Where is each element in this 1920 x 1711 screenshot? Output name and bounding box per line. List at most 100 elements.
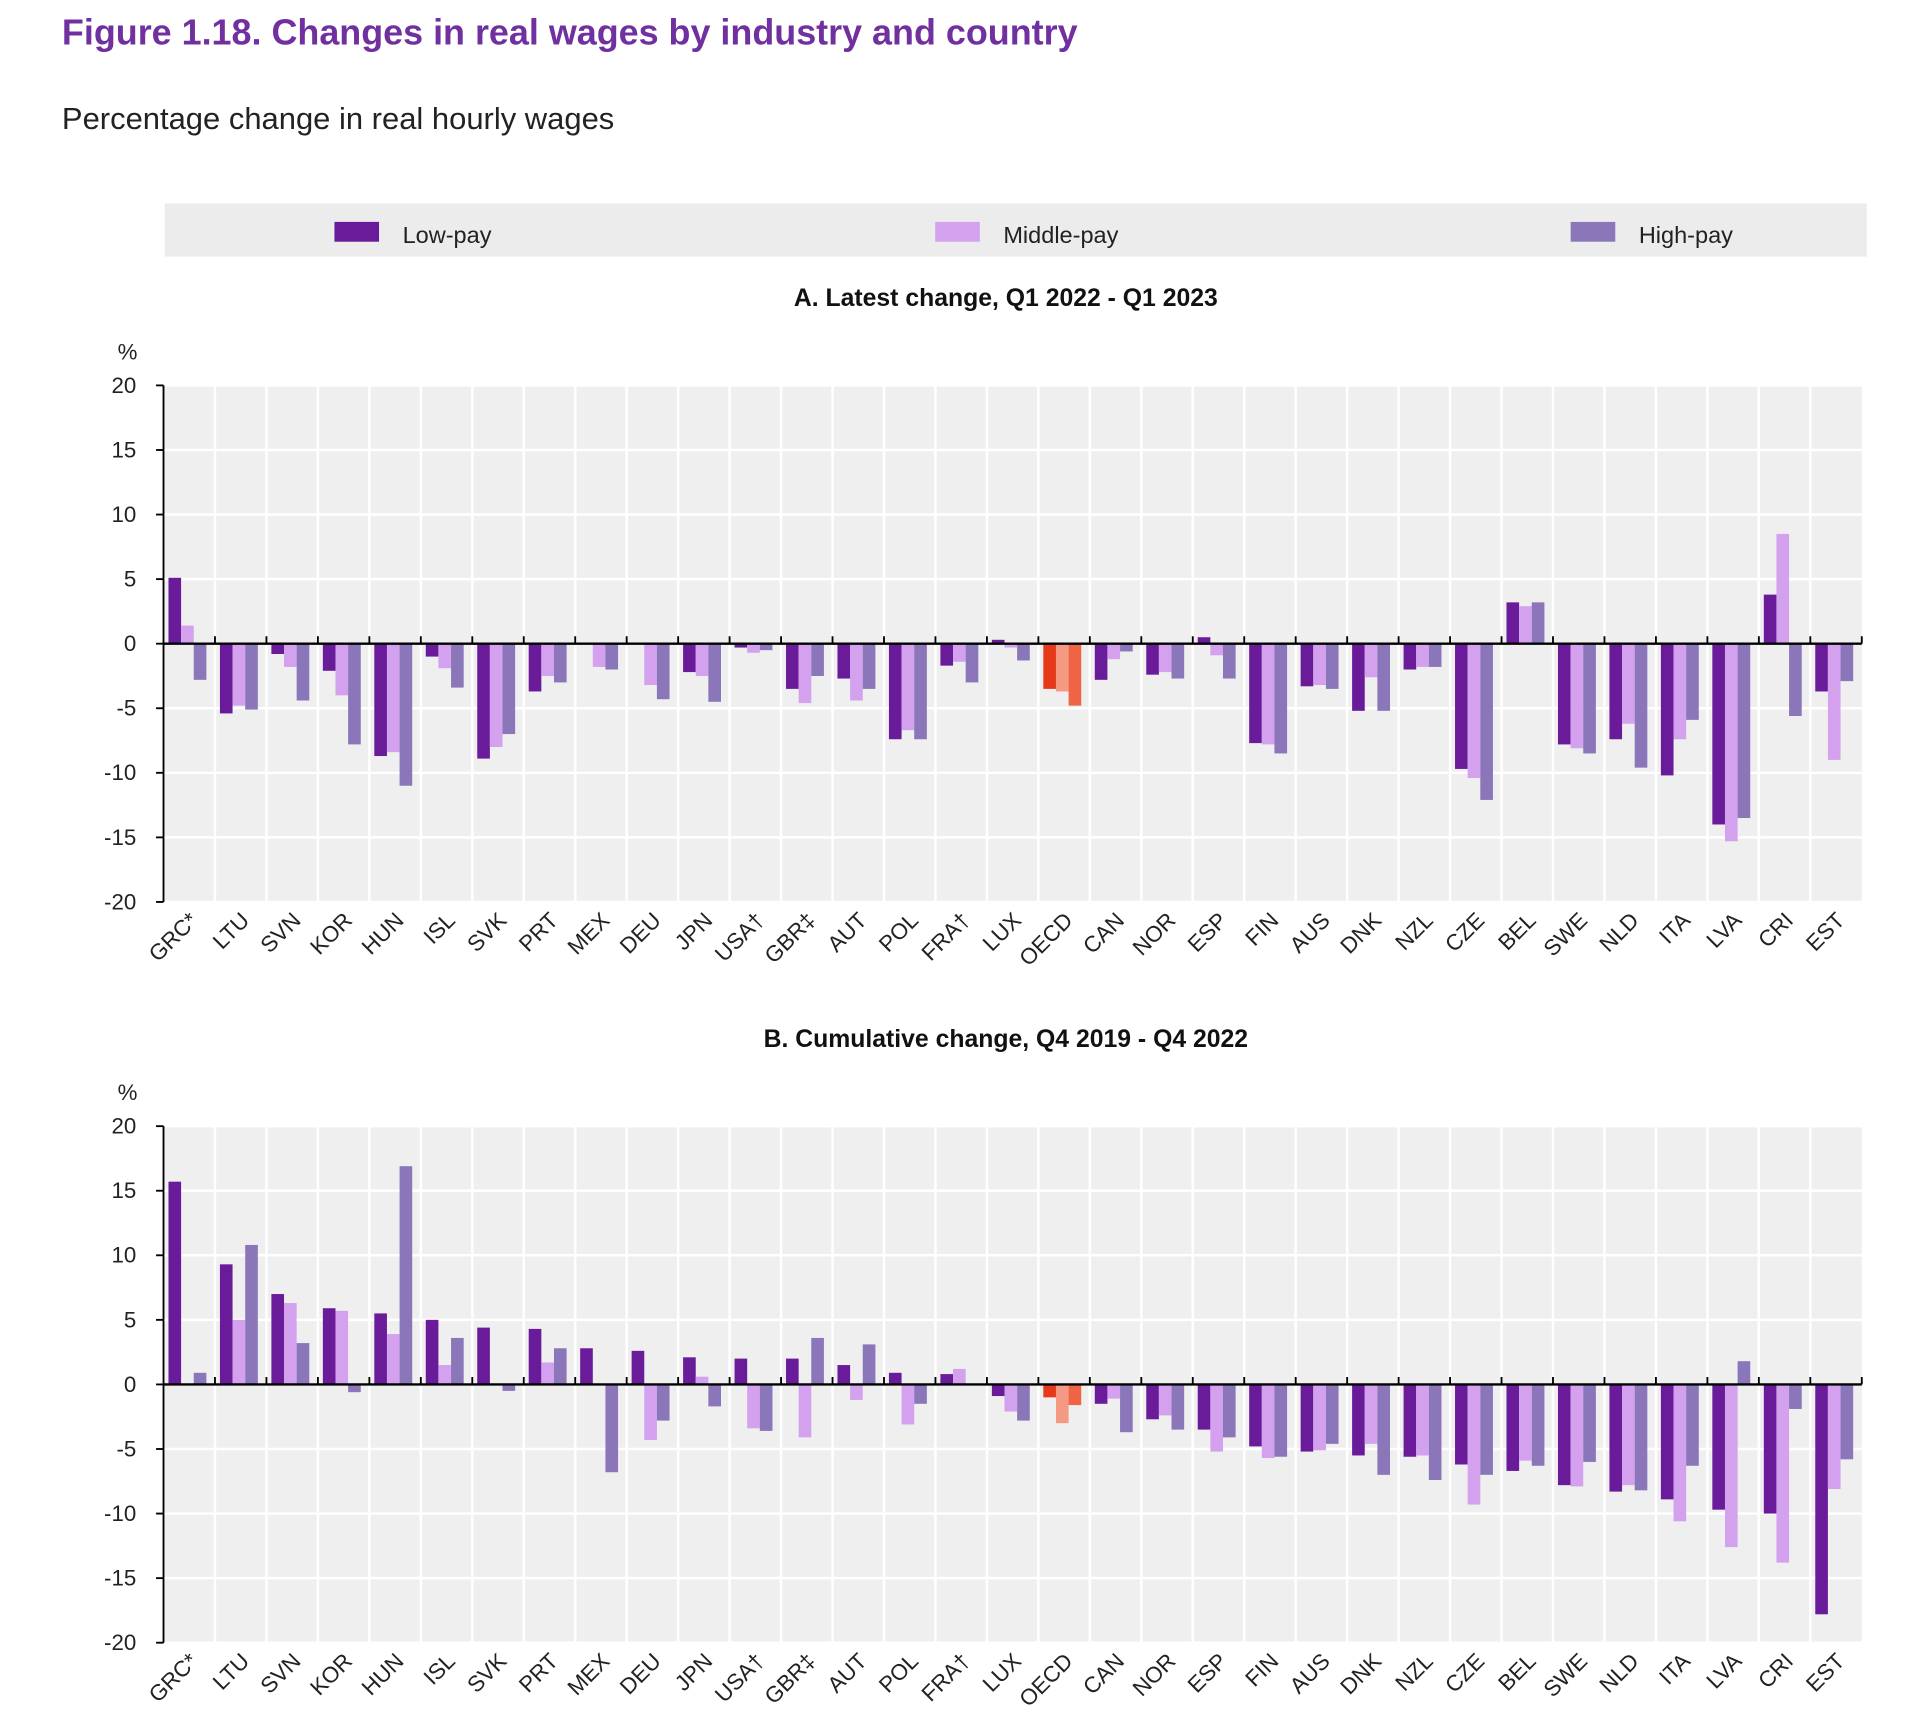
bar-middle-pay bbox=[335, 1310, 349, 1385]
x-tick-label: SWE bbox=[1539, 908, 1593, 962]
bar-high-pay bbox=[553, 1348, 567, 1385]
bar-middle-pay bbox=[592, 643, 606, 667]
bar-high-pay bbox=[708, 643, 721, 702]
y-tick-label: -5 bbox=[116, 696, 136, 721]
bar-low-pay bbox=[1557, 1384, 1571, 1486]
bar-middle-pay bbox=[284, 643, 297, 667]
bar-middle-pay bbox=[1519, 606, 1532, 644]
x-tick-label: FRA† bbox=[917, 1648, 975, 1706]
bar-high-pay bbox=[811, 643, 824, 676]
bar-low-pay bbox=[888, 643, 902, 740]
y-tick-label: 5 bbox=[124, 567, 136, 592]
bar-middle-pay bbox=[541, 1362, 554, 1385]
bar-low-pay bbox=[1506, 602, 1520, 644]
bar-low-pay bbox=[425, 643, 439, 657]
bar-low-pay bbox=[1146, 643, 1159, 675]
y-tick-label: 0 bbox=[124, 1372, 136, 1397]
panel-b: B. Cumulative change, Q4 2019 - Q4 2022%… bbox=[104, 1026, 1863, 1711]
x-tick-label: GRC* bbox=[144, 907, 203, 966]
bar-middle-pay bbox=[901, 643, 915, 731]
bar-high-pay bbox=[1840, 643, 1854, 682]
x-tick-label: DEU bbox=[615, 908, 666, 959]
figure-subtitle: Percentage change in real hourly wages bbox=[62, 101, 614, 136]
legend-label: High-pay bbox=[1639, 222, 1733, 248]
x-tick-label: CAN bbox=[1078, 1648, 1129, 1699]
bar-low-pay bbox=[683, 643, 696, 673]
bar-middle-pay bbox=[1519, 1384, 1532, 1461]
bar-middle-pay bbox=[953, 1368, 966, 1385]
x-tick-label: POL bbox=[874, 908, 923, 957]
bar-middle-pay bbox=[1158, 643, 1172, 673]
bar-low-pay bbox=[940, 1374, 954, 1385]
x-tick-label: NOR bbox=[1128, 1648, 1181, 1701]
bar-high-pay bbox=[1120, 1384, 1133, 1433]
y-tick-label: -20 bbox=[104, 1630, 136, 1655]
bar-high-pay bbox=[759, 1384, 773, 1431]
bar-low-pay bbox=[1609, 1384, 1623, 1492]
legend-swatch bbox=[334, 221, 380, 242]
bar-middle-pay bbox=[1570, 1384, 1584, 1487]
x-tick-label: HUN bbox=[357, 1648, 409, 1700]
bar-middle-pay bbox=[850, 643, 863, 701]
bar-high-pay bbox=[1068, 1384, 1082, 1406]
bar-low-pay bbox=[168, 577, 182, 644]
bar-low-pay bbox=[1455, 643, 1468, 769]
bar-high-pay bbox=[1222, 1384, 1236, 1438]
bar-high-pay bbox=[1017, 1384, 1030, 1421]
bar-low-pay bbox=[1712, 643, 1725, 825]
bar-high-pay bbox=[1274, 643, 1288, 754]
bar-high-pay bbox=[1325, 1384, 1339, 1444]
x-tick-label: LVA bbox=[1701, 908, 1746, 953]
bar-middle-pay bbox=[1313, 1384, 1326, 1451]
bar-low-pay bbox=[219, 643, 233, 714]
bar-middle-pay bbox=[232, 1319, 246, 1385]
bar-low-pay bbox=[322, 1308, 336, 1385]
bar-middle-pay bbox=[1107, 1384, 1121, 1399]
bar-low-pay bbox=[219, 1264, 233, 1385]
bar-high-pay bbox=[1634, 643, 1648, 768]
bar-high-pay bbox=[656, 643, 670, 700]
bar-middle-pay bbox=[1004, 643, 1018, 648]
panel-title: A. Latest change, Q1 2022 - Q1 2023 bbox=[794, 285, 1218, 312]
x-tick-label: NLD bbox=[1594, 1648, 1643, 1697]
bar-high-pay bbox=[1377, 1384, 1391, 1475]
bar-high-pay bbox=[245, 643, 258, 710]
bar-high-pay bbox=[245, 1244, 258, 1385]
x-tick-label: AUT bbox=[823, 907, 872, 956]
bar-low-pay bbox=[1300, 1384, 1314, 1452]
x-tick-label: BEL bbox=[1493, 1648, 1540, 1695]
x-tick-label: DEU bbox=[615, 1648, 666, 1699]
x-tick-label: MEX bbox=[563, 908, 615, 960]
x-tick-label: PRT bbox=[514, 1648, 563, 1697]
bar-high-pay bbox=[759, 643, 773, 651]
bar-low-pay bbox=[271, 1294, 285, 1385]
bar-high-pay bbox=[862, 1344, 876, 1385]
bar-low-pay bbox=[991, 639, 1005, 644]
panel-title: B. Cumulative change, Q4 2019 - Q4 2022 bbox=[764, 1026, 1249, 1053]
bar-middle-pay bbox=[953, 643, 966, 662]
y-axis-unit: % bbox=[118, 339, 138, 364]
x-tick-label: LVA bbox=[1701, 1648, 1746, 1693]
bar-low-pay bbox=[1557, 643, 1571, 745]
bar-low-pay bbox=[1197, 1384, 1211, 1430]
bar-middle-pay bbox=[1210, 1384, 1223, 1452]
bar-low-pay bbox=[477, 1327, 490, 1385]
bar-middle-pay bbox=[1416, 1384, 1429, 1456]
x-tick-label: HUN bbox=[357, 908, 409, 960]
y-axis-unit: % bbox=[118, 1080, 138, 1105]
x-tick-label: AUS bbox=[1285, 1648, 1335, 1698]
x-tick-label: SVN bbox=[256, 1648, 306, 1698]
y-tick-label: -15 bbox=[104, 1566, 136, 1591]
x-tick-label: MEX bbox=[563, 1648, 615, 1700]
x-tick-label: SVN bbox=[256, 908, 306, 958]
x-tick-label: ESP bbox=[1183, 908, 1232, 957]
bar-high-pay bbox=[1325, 643, 1339, 689]
bar-high-pay bbox=[1686, 643, 1699, 720]
bar-high-pay bbox=[1480, 643, 1493, 800]
bar-low-pay bbox=[1197, 637, 1211, 644]
y-tick-label: -15 bbox=[104, 825, 136, 850]
bar-high-pay bbox=[193, 643, 207, 680]
bar-high-pay bbox=[1017, 643, 1030, 661]
bar-middle-pay bbox=[1364, 1384, 1378, 1444]
bar-low-pay bbox=[1815, 643, 1828, 692]
